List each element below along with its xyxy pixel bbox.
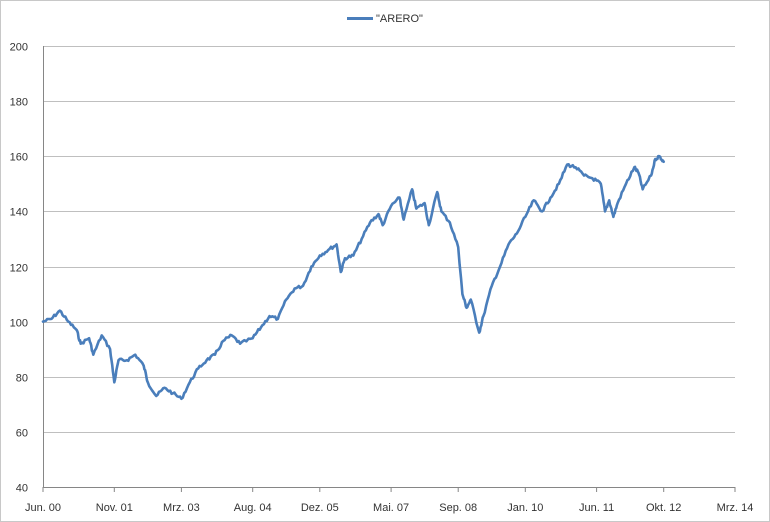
legend-label: "ARERO" [376,13,423,25]
x-tick-label: Mrz. 14 [717,502,754,514]
x-tick-label: Sep. 08 [439,502,477,514]
y-tick-label: 80 [16,373,28,385]
y-tick-label: 180 [10,97,28,109]
y-tick-label: 160 [10,152,28,164]
x-tick-label: Okt. 12 [646,502,681,514]
x-tick-label: Nov. 01 [96,502,133,514]
gridlines [43,46,735,433]
x-tick-label: Jun. 11 [579,502,614,514]
x-tick-labels: Jun. 00 Nov. 01 Mrz. 03 Aug. 04 Dez. 05 Mai. … [25,502,753,514]
legend-swatch [347,16,374,20]
series-line-arero [41,154,665,401]
legend: "ARERO" [0,13,770,25]
y-tick-label: 100 [10,318,28,330]
y-tick-label: 140 [10,207,28,219]
y-tick-labels: 40 60 80 100 120 140 160 180 200 [10,42,28,495]
y-tick-label: 120 [10,263,28,275]
x-tick-label: Aug. 04 [234,502,272,514]
x-tick-label: Mai. 07 [373,502,409,514]
x-tick-label: Dez. 05 [301,502,339,514]
x-tick-label: Jun. 00 [25,502,61,514]
x-tick-label: Mrz. 03 [163,502,200,514]
series-layer [41,154,665,401]
y-tick-label: 40 [16,483,28,495]
y-tick-label: 60 [16,428,28,440]
axes [42,46,736,492]
x-tick-label: Jan. 10 [507,502,543,514]
y-tick-label: 200 [10,42,28,54]
